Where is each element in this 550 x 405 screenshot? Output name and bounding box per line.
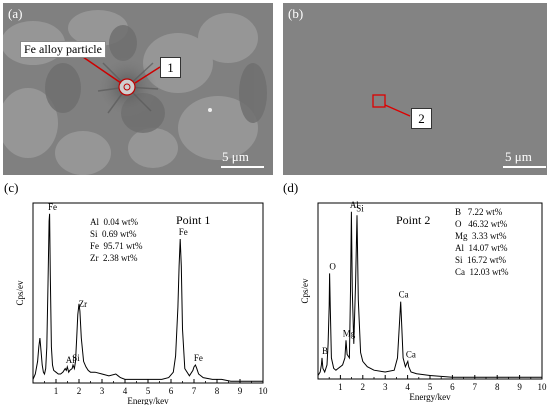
- panel-label-a: (a): [8, 6, 23, 21]
- peak-label: Fe: [179, 227, 188, 237]
- composition-line: Al 14.07 wt%: [455, 243, 508, 253]
- composition-line: Si 0.69 wt%: [90, 229, 137, 239]
- x-tick-label: 9: [238, 386, 243, 396]
- peak-label: Al: [66, 355, 75, 365]
- x-tick-label: 1: [54, 386, 59, 396]
- x-tick-label: 5: [428, 382, 433, 392]
- x-tick-label: 4: [123, 386, 128, 396]
- x-tick-label: 3: [383, 382, 388, 392]
- eds-spectrum-point-1: 1 2 3 4 5 6 7 8 9 10Energy/kevCps/evFeAlSiZrFeFeP…: [15, 202, 269, 405]
- point-1-marker: 1: [160, 57, 181, 78]
- panel-label-d: (d): [283, 180, 299, 195]
- x-tick-label: 1: [338, 382, 343, 392]
- composition-line: Mg 3.33 wt%: [455, 231, 507, 241]
- y-axis-label: Cps/ev: [15, 280, 25, 306]
- x-axis-label: Energy/kev: [409, 392, 451, 402]
- fe-alloy-particle-label: Fe alloy particle: [20, 41, 106, 58]
- x-axis-label: Energy/kev: [127, 396, 169, 405]
- point-2-box: [372, 94, 386, 108]
- x-tick-label: 9: [517, 382, 522, 392]
- x-tick-label: 6: [450, 382, 455, 392]
- sem-image-a: (a) Fe alloy particle 1 5 μm: [3, 3, 273, 175]
- x-tick-label: 3: [100, 386, 105, 396]
- peak-label: O: [329, 261, 336, 271]
- x-tick-label: 10: [538, 382, 548, 392]
- peak-label: Al: [350, 200, 359, 210]
- scale-bar-a: [221, 166, 264, 168]
- panel-label-b: (b): [288, 6, 304, 21]
- composition-line: Al 0.04 wt%: [90, 217, 139, 227]
- composition-line: O 46.32 wt%: [455, 219, 508, 229]
- scale-bar-b: [503, 166, 546, 168]
- peak-label: Mg: [343, 328, 356, 338]
- panel-label-c: (c): [4, 180, 19, 195]
- peak-label: Si: [356, 203, 364, 213]
- fe-particle-marker-a: [118, 78, 136, 96]
- x-tick-label: 7: [192, 386, 197, 396]
- x-tick-label: 4: [405, 382, 410, 392]
- composition-line: B 7.22 wt%: [455, 207, 503, 217]
- sem-texture-b: [283, 3, 547, 175]
- x-tick-label: 7: [473, 382, 478, 392]
- chart-title: Point 2: [396, 213, 430, 227]
- composition-line: Fe 95.71 wt%: [90, 241, 143, 251]
- point-2-marker: 2: [411, 108, 432, 129]
- spectrum-line: [32, 213, 263, 382]
- composition-line: Zr 2.38 wt%: [90, 253, 138, 263]
- x-tick-label: 10: [259, 386, 269, 396]
- x-tick-label: 6: [169, 386, 174, 396]
- x-tick-label: 8: [495, 382, 500, 392]
- peak-label: Ca: [406, 349, 416, 359]
- chart-title: Point 1: [176, 213, 210, 227]
- scale-text-b: 5 μm: [505, 149, 532, 164]
- peak-label: Fe: [48, 202, 57, 212]
- x-tick-label: 5: [146, 386, 151, 396]
- peak-label: Si: [72, 353, 80, 363]
- spectrum-line: [317, 211, 542, 378]
- composition-line: Si 16.72 wt%: [455, 255, 507, 265]
- sem-image-b: (b) 2 5 μm: [283, 3, 547, 175]
- x-tick-label: 2: [361, 382, 366, 392]
- composition-line: Ca 12.03 wt%: [455, 267, 509, 277]
- scale-text-a: 5 μm: [222, 149, 249, 164]
- peak-label: B: [322, 346, 328, 356]
- x-tick-label: 2: [77, 386, 82, 396]
- peak-label: Fe: [194, 353, 203, 363]
- x-tick-label: 8: [215, 386, 220, 396]
- peak-label: Zr: [79, 299, 88, 309]
- sem-texture-a: [3, 3, 273, 175]
- peak-label: Ca: [399, 290, 409, 300]
- y-axis-label: Cps/ev: [300, 278, 310, 304]
